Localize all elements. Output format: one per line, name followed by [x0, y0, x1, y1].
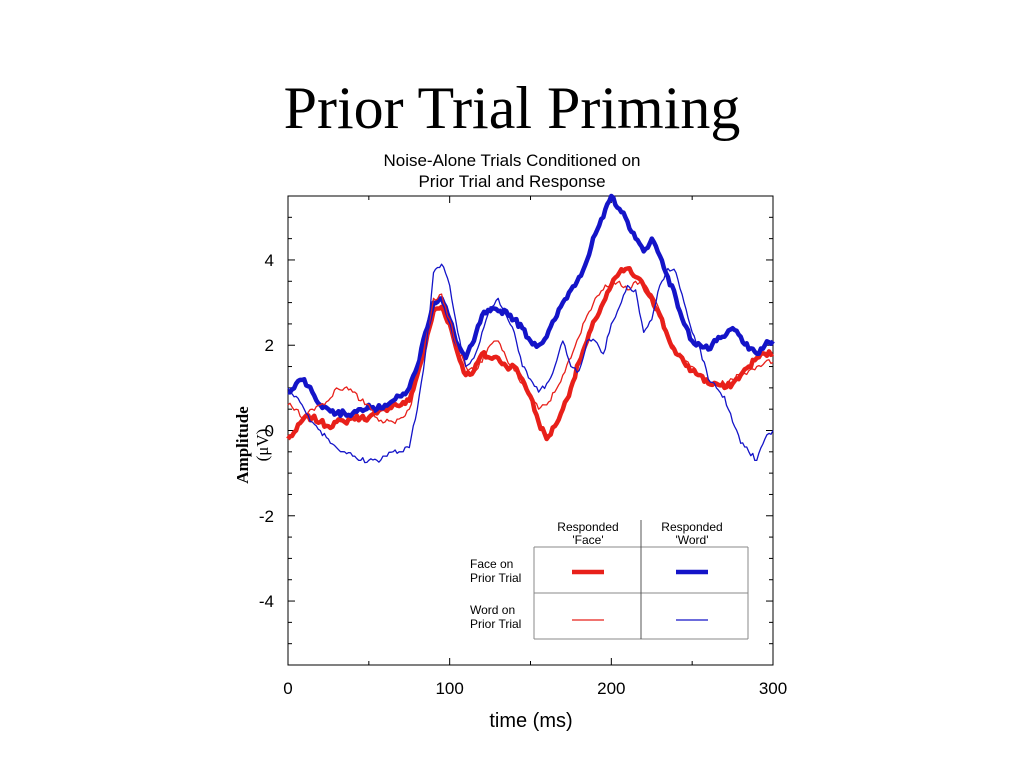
legend-col-header: Responded [557, 520, 618, 534]
y-tick-label: 4 [265, 251, 274, 270]
chart-title: Noise-Alone Trials Conditioned on Prior T… [383, 151, 640, 191]
legend-row-header: Prior Trial [470, 571, 521, 585]
y-tick-label: -4 [259, 592, 274, 611]
axis-tick-labels: -4 -2 0 2 4 0 100 200 300 [259, 251, 787, 698]
y-tick-label: 0 [265, 422, 274, 441]
y-axis-label-line: (μV) [253, 429, 272, 462]
legend-row-header: Word on [470, 603, 515, 617]
y-axis-label: Amplitude (μV) [233, 406, 272, 484]
y-tick-label: 2 [265, 336, 274, 355]
y-tick-label: -2 [259, 507, 274, 526]
chart-title-line: Prior Trial and Response [418, 172, 605, 191]
x-tick-label: 200 [597, 679, 625, 698]
series-line [286, 266, 775, 442]
legend-col-header: 'Word' [675, 533, 708, 547]
plot-frame [287, 195, 774, 666]
series-line [287, 280, 774, 425]
x-tick-label: 300 [759, 679, 787, 698]
legend: Responded'Face'Responded'Word'Face onPri… [470, 520, 749, 640]
chart-title-line: Noise-Alone Trials Conditioned on [383, 151, 640, 170]
y-axis-label-line: Amplitude [233, 406, 252, 484]
legend-col-header: 'Face' [572, 533, 603, 547]
legend-row-header: Prior Trial [470, 617, 521, 631]
x-tick-label: 0 [283, 679, 292, 698]
x-tick-label: 100 [435, 679, 463, 698]
x-axis-label: time (ms) [489, 710, 572, 732]
legend-row-header: Face on [470, 557, 513, 571]
axis-ticks [287, 196, 774, 665]
legend-col-header: Responded [661, 520, 722, 534]
series-layer [286, 193, 775, 464]
series-line [287, 193, 775, 419]
slide-title: Prior Trial Priming [283, 75, 741, 141]
series-line [287, 263, 774, 464]
